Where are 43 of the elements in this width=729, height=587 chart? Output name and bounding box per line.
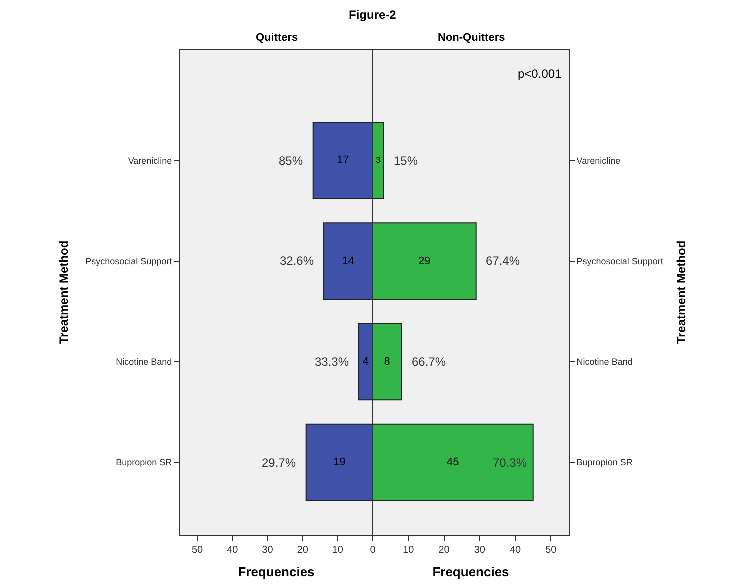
- annotation: 32.6%: [280, 254, 314, 268]
- x-axis-title: Frequencies: [238, 564, 315, 580]
- data-label: 14: [342, 255, 355, 268]
- y-tick-label: Psychosocial Support: [576, 256, 664, 266]
- data-label: 8: [384, 356, 390, 368]
- data-label: 17: [337, 154, 350, 167]
- y-axis-title: Treatment Method: [674, 240, 689, 344]
- data-label: 29: [418, 255, 431, 268]
- annotation: 29.7%: [262, 456, 296, 470]
- x-tick-label: 40: [510, 545, 522, 556]
- data-label: 19: [334, 456, 346, 469]
- x-tick-label: 10: [332, 545, 344, 556]
- x-tick-label: 10: [403, 545, 415, 556]
- annotation: 15%: [394, 154, 418, 168]
- x-tick-label: 40: [227, 545, 239, 556]
- annotation: 66.7%: [412, 355, 446, 369]
- x-tick-label: 30: [474, 545, 486, 556]
- y-tick-label: Varenicline: [576, 156, 621, 166]
- annotation: 85%: [279, 154, 304, 168]
- x-tick-label: 0: [370, 545, 376, 556]
- y-tick-label: Nicotine Band: [576, 357, 633, 368]
- annotation: 67.4%: [486, 254, 520, 268]
- y-tick-label: Bupropion SR: [576, 458, 634, 468]
- data-label: 45: [447, 456, 460, 469]
- y-axis-title: Treatment Method: [56, 240, 71, 344]
- y-tick-label: Bupropion SR: [116, 458, 173, 468]
- chart-subtitle: Non-Quitters: [438, 32, 506, 44]
- annotation: 70.3%: [493, 456, 528, 470]
- chart-title: Figure-2: [349, 8, 397, 22]
- chart-subtitle: Quitters: [256, 32, 298, 44]
- y-tick-label: Nicotine Band: [116, 357, 172, 368]
- x-tick-label: 50: [546, 545, 558, 556]
- data-label: 4: [362, 356, 370, 368]
- annotation: 33.3%: [315, 355, 350, 369]
- x-axis-title: Frequencies: [432, 564, 510, 580]
- data-label: 3: [376, 154, 381, 165]
- y-tick-label: Varenicline: [128, 156, 172, 166]
- x-tick-label: 20: [438, 545, 450, 556]
- y-tick-label: Psychosocial Support: [86, 256, 173, 266]
- x-tick-label: 30: [262, 545, 274, 556]
- x-tick-label: 50: [192, 545, 204, 556]
- x-tick-label: 20: [297, 545, 309, 556]
- annotation: p<0.001: [518, 67, 562, 81]
